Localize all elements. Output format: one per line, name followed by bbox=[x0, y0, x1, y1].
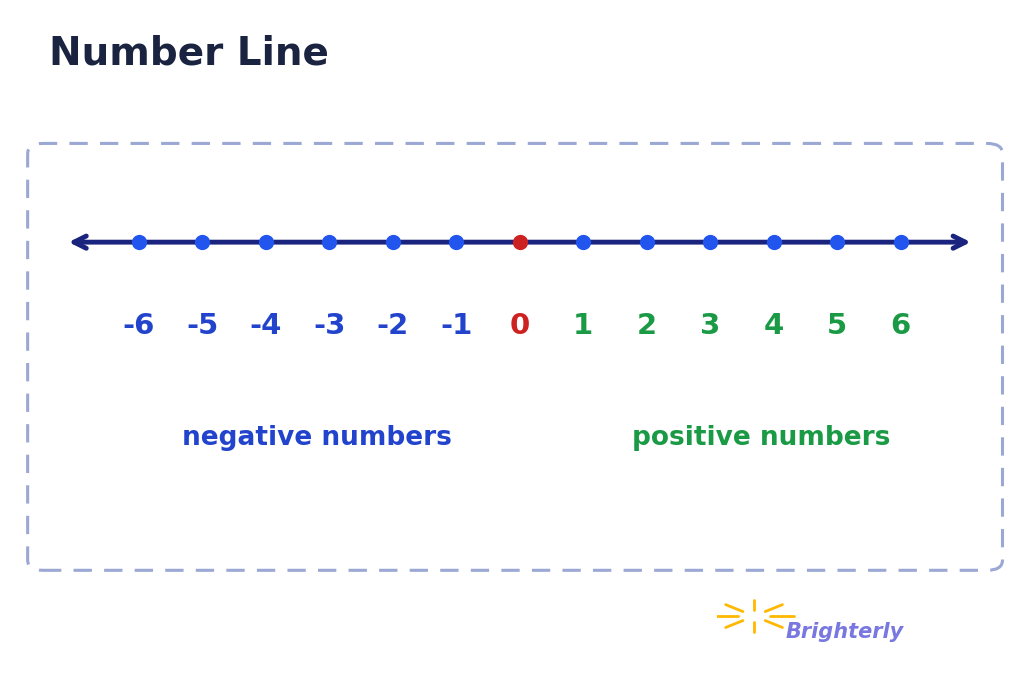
Text: 3: 3 bbox=[700, 312, 720, 340]
Text: 5: 5 bbox=[827, 312, 847, 340]
Text: -3: -3 bbox=[313, 312, 345, 340]
Text: 1: 1 bbox=[573, 312, 593, 340]
Text: -6: -6 bbox=[123, 312, 155, 340]
Text: 4: 4 bbox=[764, 312, 783, 340]
Text: 0: 0 bbox=[510, 312, 529, 340]
Text: Number Line: Number Line bbox=[49, 34, 329, 72]
Text: Brighterly: Brighterly bbox=[785, 622, 904, 642]
Text: 2: 2 bbox=[637, 312, 656, 340]
Text: -1: -1 bbox=[440, 312, 472, 340]
Text: 6: 6 bbox=[891, 312, 910, 340]
Text: -5: -5 bbox=[186, 312, 218, 340]
Text: negative numbers: negative numbers bbox=[181, 425, 452, 451]
Text: -2: -2 bbox=[377, 312, 409, 340]
Text: -4: -4 bbox=[250, 312, 282, 340]
Text: positive numbers: positive numbers bbox=[632, 425, 890, 451]
